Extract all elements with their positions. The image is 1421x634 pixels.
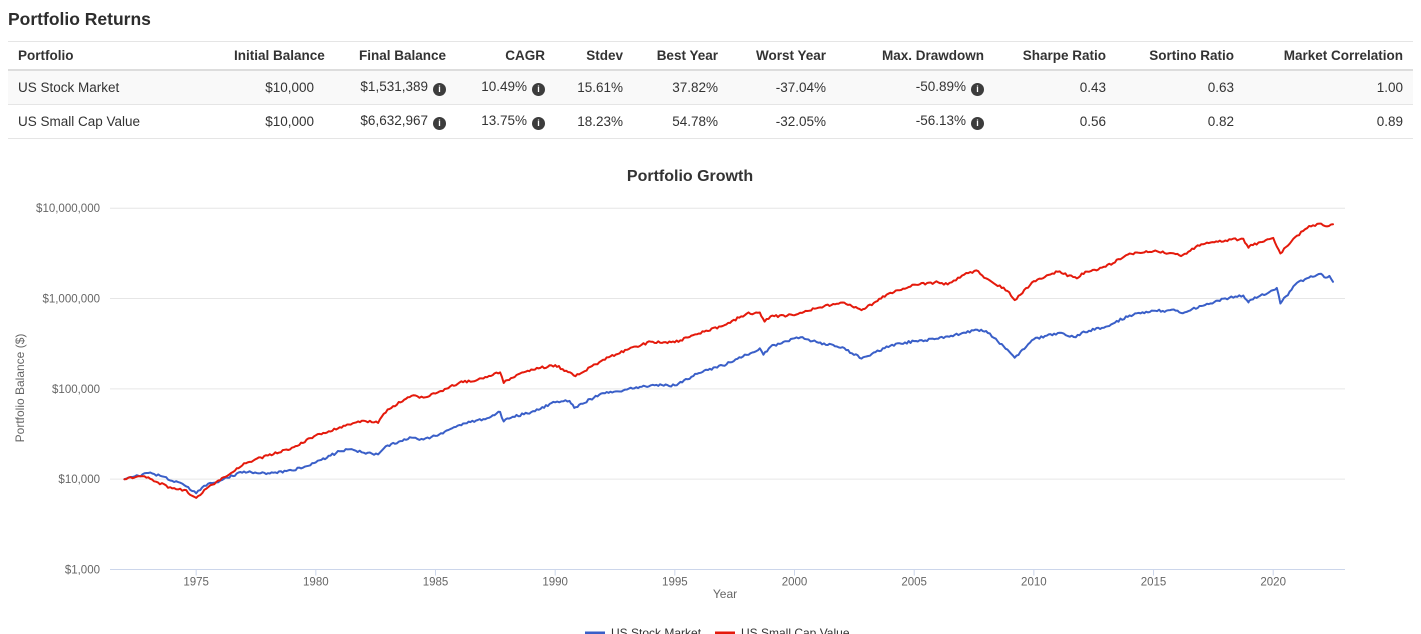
info-icon[interactable]: i	[971, 83, 984, 96]
info-icon[interactable]: i	[532, 117, 545, 130]
chart-title: Portfolio Growth	[626, 168, 754, 185]
x-tick-label: 2010	[1021, 577, 1047, 589]
stdev-value: 18.23%	[555, 104, 633, 139]
column-header-initial-balance: Initial Balance	[224, 41, 325, 71]
column-header-max-drawdown: Max. Drawdown	[836, 41, 994, 71]
stdev-value: 15.61%	[555, 70, 633, 105]
series-line-us-small-cap-value[interactable]	[123, 222, 1334, 499]
sortino-ratio-value: 0.63	[1116, 70, 1244, 105]
max-drawdown-value: -56.13% i	[836, 104, 994, 139]
table-row-us-stock-market: US Stock Market $10,000 $1,531,389 i 10.49% i…	[8, 70, 1413, 105]
y-tick-label: $1,000	[65, 565, 100, 577]
table-header-row: Portfolio Initial Balance Final Balance CAG…	[8, 41, 1413, 71]
x-tick-label: 1995	[662, 577, 688, 589]
portfolio-returns-table: Portfolio Initial Balance Final Balance CAG…	[8, 41, 1413, 139]
column-header-best-year: Best Year	[633, 41, 728, 71]
worst-year-value: -32.05%	[728, 104, 836, 139]
column-header-worst-year: Worst Year	[728, 41, 836, 71]
column-header-stdev: Stdev	[555, 41, 633, 71]
column-header-sortino-ratio: Sortino Ratio	[1116, 41, 1244, 71]
initial-balance-value: $10,000	[224, 104, 324, 139]
column-header-final-balance: Final Balance	[324, 41, 456, 71]
x-tick-label: 1975	[183, 577, 209, 589]
initial-balance-value: $10,000	[224, 70, 324, 105]
legend-label-us-stock-market[interactable]: US Stock Market	[611, 626, 702, 634]
x-tick-label: 1985	[423, 577, 449, 589]
best-year-value: 54.78%	[633, 104, 728, 139]
info-icon[interactable]: i	[971, 117, 984, 130]
y-tick-label: $10,000	[58, 474, 100, 486]
sharpe-ratio-value: 0.56	[994, 104, 1116, 139]
sortino-ratio-value: 0.82	[1116, 104, 1244, 139]
info-icon[interactable]: i	[433, 83, 446, 96]
info-icon[interactable]: i	[532, 83, 545, 96]
table-row-us-small-cap-value: US Small Cap Value $10,000 $6,632,967 i 13.7…	[8, 104, 1413, 139]
portfolio-growth-plot: $10,000,000 $1,000,000 $100,000 $10,000 $1,0…	[13, 203, 1345, 634]
x-tick-label: 1990	[542, 577, 568, 589]
portfolio-growth-chart: Portfolio Growth $10,000,000 $1,000,000 $1…	[0, 168, 1421, 634]
market-correlation-value: 1.00	[1244, 70, 1413, 105]
info-icon[interactable]: i	[433, 117, 446, 130]
x-tick-label: 2005	[901, 577, 927, 589]
final-balance-value: $1,531,389 i	[324, 70, 456, 105]
best-year-value: 37.82%	[633, 70, 728, 105]
y-tick-label: $1,000,000	[42, 294, 100, 306]
cagr-value: 13.75% i	[456, 104, 555, 139]
final-balance-value: $6,632,967 i	[324, 104, 456, 139]
page-title: Portfolio Returns	[8, 9, 151, 29]
y-axis-title: Portfolio Balance ($)	[13, 334, 27, 443]
chart-legend: US Stock Market US Small Cap Value	[585, 626, 850, 634]
sharpe-ratio-value: 0.43	[994, 70, 1116, 105]
column-header-market-correlation: Market Correlation	[1244, 41, 1413, 71]
market-correlation-value: 0.89	[1244, 104, 1413, 139]
max-drawdown-value: -50.89% i	[836, 70, 994, 105]
portfolio-value: US Stock Market	[8, 70, 224, 105]
column-header-sharpe-ratio: Sharpe Ratio	[994, 41, 1116, 71]
legend-label-us-small-cap-value[interactable]: US Small Cap Value	[741, 626, 850, 634]
x-tick-label: 2015	[1141, 577, 1167, 589]
column-header-portfolio: Portfolio	[8, 41, 224, 71]
column-header-cagr: CAGR	[456, 41, 555, 71]
portfolio-value: US Small Cap Value	[8, 104, 224, 139]
x-axis-title: Year	[713, 587, 737, 601]
x-tick-label: 1980	[303, 577, 329, 589]
worst-year-value: -37.04%	[728, 70, 836, 105]
y-tick-label: $10,000,000	[36, 203, 100, 215]
series-line-us-stock-market[interactable]	[123, 272, 1334, 495]
y-tick-label: $100,000	[52, 384, 100, 396]
x-tick-label: 2000	[782, 577, 808, 589]
x-tick-label: 2020	[1260, 577, 1286, 589]
cagr-value: 10.49% i	[456, 70, 555, 105]
